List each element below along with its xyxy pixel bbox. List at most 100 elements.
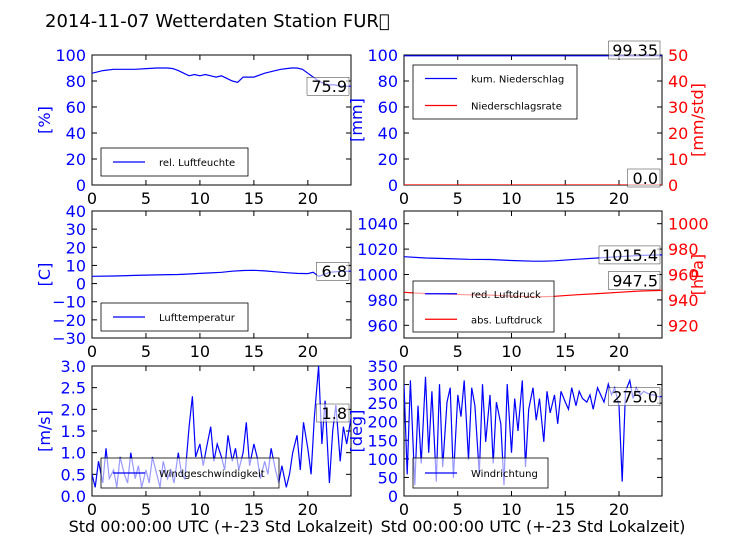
y-tick-label: 40 [66, 202, 86, 221]
x-tick-label: 10 [190, 189, 210, 208]
x-tick-label: 5 [141, 500, 151, 519]
y-axis-label: [C] [35, 263, 54, 287]
last-value: 1.8 [322, 404, 347, 423]
x-tick-label: 15 [244, 500, 264, 519]
legend-label: Lufttemperatur [159, 313, 236, 324]
y-tick-label: −10 [52, 293, 86, 312]
last-value-right-box [627, 168, 661, 188]
y-tick-label: 10 [66, 256, 86, 275]
y-tick-label: 0 [388, 487, 398, 506]
y-axis-label: [mm] [347, 98, 366, 142]
y-axis-label: [m/s] [35, 410, 54, 452]
y-tick-label: 960 [367, 316, 398, 335]
x-tick-label: 15 [555, 500, 575, 519]
y-tick-label-right: 980 [668, 240, 699, 259]
x-tick-label: 20 [298, 189, 318, 208]
y-tick-label: 0.5 [61, 465, 86, 484]
legend-box [412, 280, 555, 333]
last-value: 1015.4 [602, 246, 658, 265]
y-tick-label: 0 [388, 176, 398, 195]
x-tick-label: 20 [609, 189, 629, 208]
figure-title: 2014-11-07 Wetterdaten Station FUR  [45, 11, 390, 32]
last-value-box [316, 262, 350, 281]
y-tick-label-right: 50 [668, 46, 688, 65]
y-tick-label-right: 0 [668, 176, 678, 195]
last-value-right: 947.5 [612, 271, 658, 290]
y-tick-label: 1020 [357, 240, 398, 259]
last-value: 275.0 [612, 388, 658, 407]
panel-temperature: 0 5 10 15 20−30−20−10010203040[C]Lufttempera… [35, 202, 352, 361]
y-tick-label: 300 [367, 376, 398, 395]
legend-label: abs. Luftdruck [471, 315, 542, 326]
last-value: 75.9 [311, 77, 347, 96]
y-tick-label: 40 [378, 124, 398, 143]
x-tick-label: 20 [298, 342, 318, 361]
y-tick-label: 1.5 [61, 422, 86, 441]
y-tick-label-right: 960 [668, 266, 699, 285]
x-tick-label: 15 [555, 189, 575, 208]
y-tick-label: 60 [66, 98, 86, 117]
y-tick-label: 80 [66, 72, 86, 91]
y-tick-label-right: 20 [668, 124, 688, 143]
x-tick-label: 0 [87, 500, 97, 519]
legend-label: rel. Luftfeuchte [159, 158, 235, 169]
x-tick-label: 20 [609, 342, 629, 361]
last-value: 6.8 [322, 262, 347, 281]
x-tick-label: 15 [244, 189, 264, 208]
y-tick-label: 1.0 [61, 444, 86, 463]
last-value-box [316, 403, 350, 423]
x-tick-label: 10 [501, 342, 521, 361]
y-tick-label: 30 [66, 220, 86, 239]
x-tick-label: 0 [399, 342, 409, 361]
y-tick-label: −20 [52, 311, 86, 330]
last-value-box [608, 40, 661, 60]
x-tick-label: 0 [87, 342, 97, 361]
y-tick-label: 0 [76, 176, 86, 195]
x-tick-label: 5 [453, 500, 463, 519]
y-tick-label-right: 920 [668, 316, 699, 335]
y-tick-label: 150 [367, 431, 398, 450]
legend-box [100, 147, 249, 177]
y-tick-label: 80 [378, 72, 398, 91]
panel-pressure: 0 5 10 15 20 960 980 1000 1020 1040 920 940 960 980 10… [357, 210, 709, 361]
x-tick-label: 0 [399, 189, 409, 208]
legend-box [412, 64, 578, 120]
legend-label: Niederschlagsrate [471, 102, 562, 113]
x-tick-label: 15 [555, 342, 575, 361]
y-tick-label: 100 [367, 46, 398, 65]
y-tick-label: 20 [66, 238, 86, 257]
y-tick-label-right: 10 [668, 150, 688, 169]
x-tick-label: 5 [453, 342, 463, 361]
x-tick-label: 15 [244, 342, 264, 361]
panel-winddir: 0 5 10 15 20050100150200250300350[deg]Windri… [347, 357, 663, 519]
y-tick-label: 0 [76, 275, 86, 294]
x-tick-label: 5 [453, 189, 463, 208]
last-value-box [608, 387, 661, 406]
panel-windspeed: 0 5 10 15 20 0.0 0.5 1.0 1.5 2.0 2.5 3.0 [m/s] Windge… [35, 357, 352, 519]
last-value-right: 0.0 [633, 169, 658, 188]
x-tick-label: 5 [141, 342, 151, 361]
y-tick-label: 2.5 [61, 379, 86, 398]
y-tick-label: 3.0 [61, 357, 86, 376]
y-tick-label: 20 [378, 150, 398, 169]
last-value-box [306, 76, 350, 96]
y-tick-label: 250 [367, 394, 398, 413]
y-tick-label: 2.0 [61, 400, 86, 419]
y-tick-label: 40 [66, 124, 86, 143]
y-axis-label-right: [mm/std] [688, 83, 707, 157]
x-tick-label: 20 [609, 500, 629, 519]
x-tick-label: 10 [501, 189, 521, 208]
panel-precip: 0 5 10 15 20 0 20 40 60 80 100 0 10 20 30 40 50 [mm] [mm/s… [347, 40, 707, 208]
legend-label: red. Luftdruck [471, 290, 541, 301]
y-tick-label: 980 [367, 291, 398, 310]
y-tick-label: 60 [378, 98, 398, 117]
legend-label: Windrichtung [471, 469, 538, 480]
x-tick-label: 10 [501, 500, 521, 519]
y-tick-label: 1040 [357, 215, 398, 234]
y-axis-label: [%] [35, 106, 54, 134]
y-tick-label-right: 1000 [668, 215, 709, 234]
y-tick-label-right: 940 [668, 291, 699, 310]
last-value-box [598, 245, 661, 265]
legend-label: Windgeschwindigkeit [159, 469, 265, 480]
